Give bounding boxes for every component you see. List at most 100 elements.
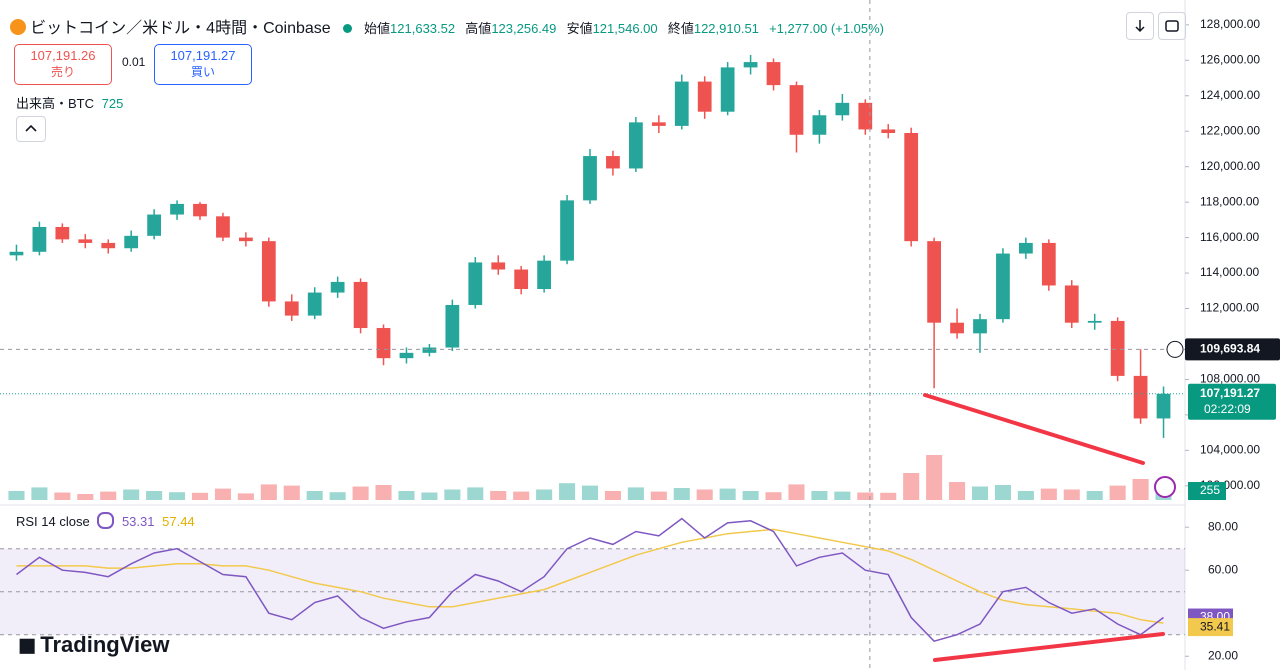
- volume-bar: [559, 483, 576, 500]
- y-tick-label: 104,000.00: [1200, 443, 1260, 457]
- volume-bar: [490, 491, 507, 500]
- sell-label: 売り: [50, 65, 75, 79]
- candle-body: [904, 132, 919, 242]
- candle-body: [193, 203, 207, 217]
- rsi-ma-readout: 57.44: [162, 514, 195, 529]
- candle-body: [1041, 242, 1056, 286]
- refresh-button[interactable]: [1158, 12, 1186, 40]
- volume-last-box: [1188, 482, 1226, 500]
- legend-value: 123,256.49: [491, 21, 557, 36]
- volume-bar: [1017, 491, 1034, 500]
- refresh-icon: [1165, 20, 1179, 32]
- trend-line: [933, 632, 1165, 662]
- y-tick-label: 112,000.00: [1200, 301, 1259, 315]
- y-tick-label: 122,000.00: [1200, 123, 1260, 137]
- volume-bar: [604, 491, 621, 500]
- y-tick-label: 108,000.00: [1200, 372, 1260, 386]
- volume-bar: [719, 488, 736, 500]
- last-price-box: [1188, 383, 1276, 420]
- candle-body: [284, 301, 299, 316]
- candle-body: [835, 102, 850, 116]
- candle-body: [537, 260, 551, 290]
- buy-button[interactable]: 107,191.27 買い: [154, 44, 252, 85]
- volume-bar: [237, 493, 254, 500]
- volume-bar: [1040, 488, 1057, 500]
- legend-value: 122,910.51: [693, 21, 759, 36]
- rsi-ma-line: [16, 528, 1164, 624]
- candle-body: [422, 347, 437, 353]
- volume-bar: [8, 491, 25, 500]
- candle-body: [124, 235, 139, 249]
- crosshair-label: 109,693.84: [1200, 342, 1260, 356]
- candle-body: [766, 62, 781, 86]
- volume-bar: [1086, 491, 1103, 500]
- volume-bar: [811, 491, 828, 500]
- candle-body: [697, 81, 712, 112]
- candle-body: [261, 241, 276, 302]
- legend-value: 121,633.52: [390, 21, 456, 36]
- volume-bar: [306, 491, 323, 500]
- candle-body: [55, 226, 70, 240]
- candle-body: [950, 322, 964, 334]
- candle-body: [812, 115, 827, 135]
- candle-body: [1019, 242, 1033, 254]
- volume-bar: [627, 487, 644, 500]
- rsi-tick-label: 20.00: [1208, 648, 1238, 662]
- volume-bar: [765, 492, 782, 500]
- volume-bar: [696, 489, 713, 500]
- y-tick-label: 120,000.00: [1200, 159, 1260, 173]
- volume-bar: [398, 491, 415, 500]
- volume-bar: [260, 484, 277, 500]
- candle-body: [881, 129, 896, 133]
- candle-body: [1087, 320, 1102, 323]
- y-tick-label: 116,000.00: [1200, 230, 1259, 244]
- volume-bar: [444, 489, 461, 500]
- candle-body: [1110, 320, 1125, 376]
- volume-bar: [375, 485, 392, 500]
- volume-bar: [421, 492, 438, 500]
- rsi-icon: [97, 512, 115, 529]
- candle-body: [789, 85, 804, 135]
- rsi-title: RSI 14 close: [16, 514, 90, 529]
- sell-price: 107,191.26: [30, 48, 96, 63]
- volume-bar: [926, 455, 943, 500]
- volume-bar: [1109, 485, 1126, 500]
- volume-bar: [880, 492, 897, 500]
- legend-label: 高値: [465, 21, 492, 36]
- volume-bar: [742, 491, 759, 500]
- volume-bar: [834, 491, 851, 500]
- volume-bar: [54, 492, 71, 500]
- sell-button[interactable]: 107,191.26 売り: [14, 44, 112, 85]
- candle-body: [629, 122, 643, 169]
- candle-body: [1133, 375, 1148, 419]
- download-button[interactable]: [1126, 12, 1154, 40]
- volume-bar: [581, 485, 599, 500]
- candle-body: [743, 62, 758, 68]
- volume-bar: [788, 484, 805, 500]
- candle-body: [973, 319, 987, 334]
- volume-bar: [169, 492, 186, 500]
- change: +1,277.00 (+1.05%): [769, 21, 885, 36]
- volume-bar: [513, 491, 530, 500]
- candle-body: [1156, 393, 1171, 419]
- collapse-button[interactable]: [16, 116, 46, 142]
- candle-body: [330, 281, 345, 293]
- symbol-title: ビットコイン／米ドル・4時間・Coinbase: [30, 20, 331, 37]
- volume-bar: [123, 489, 140, 500]
- candle-body: [514, 269, 529, 290]
- volume-bar: [971, 486, 989, 500]
- volume-bar: [1132, 479, 1149, 500]
- candle-body: [307, 292, 322, 316]
- volume-bar: [536, 489, 553, 500]
- crosshair-label-box: [1185, 338, 1280, 361]
- candle-body: [78, 239, 93, 243]
- volume-bar: [329, 492, 346, 500]
- candle-body: [101, 242, 116, 249]
- rsi-readout: 53.31: [121, 514, 155, 529]
- volume-title: 出来高・BTC: [16, 96, 95, 111]
- legend-label: 始値: [364, 21, 391, 36]
- rsi-ma-last-label: 35.41: [1200, 619, 1230, 633]
- y-tick-label: 114,000.00: [1200, 265, 1259, 279]
